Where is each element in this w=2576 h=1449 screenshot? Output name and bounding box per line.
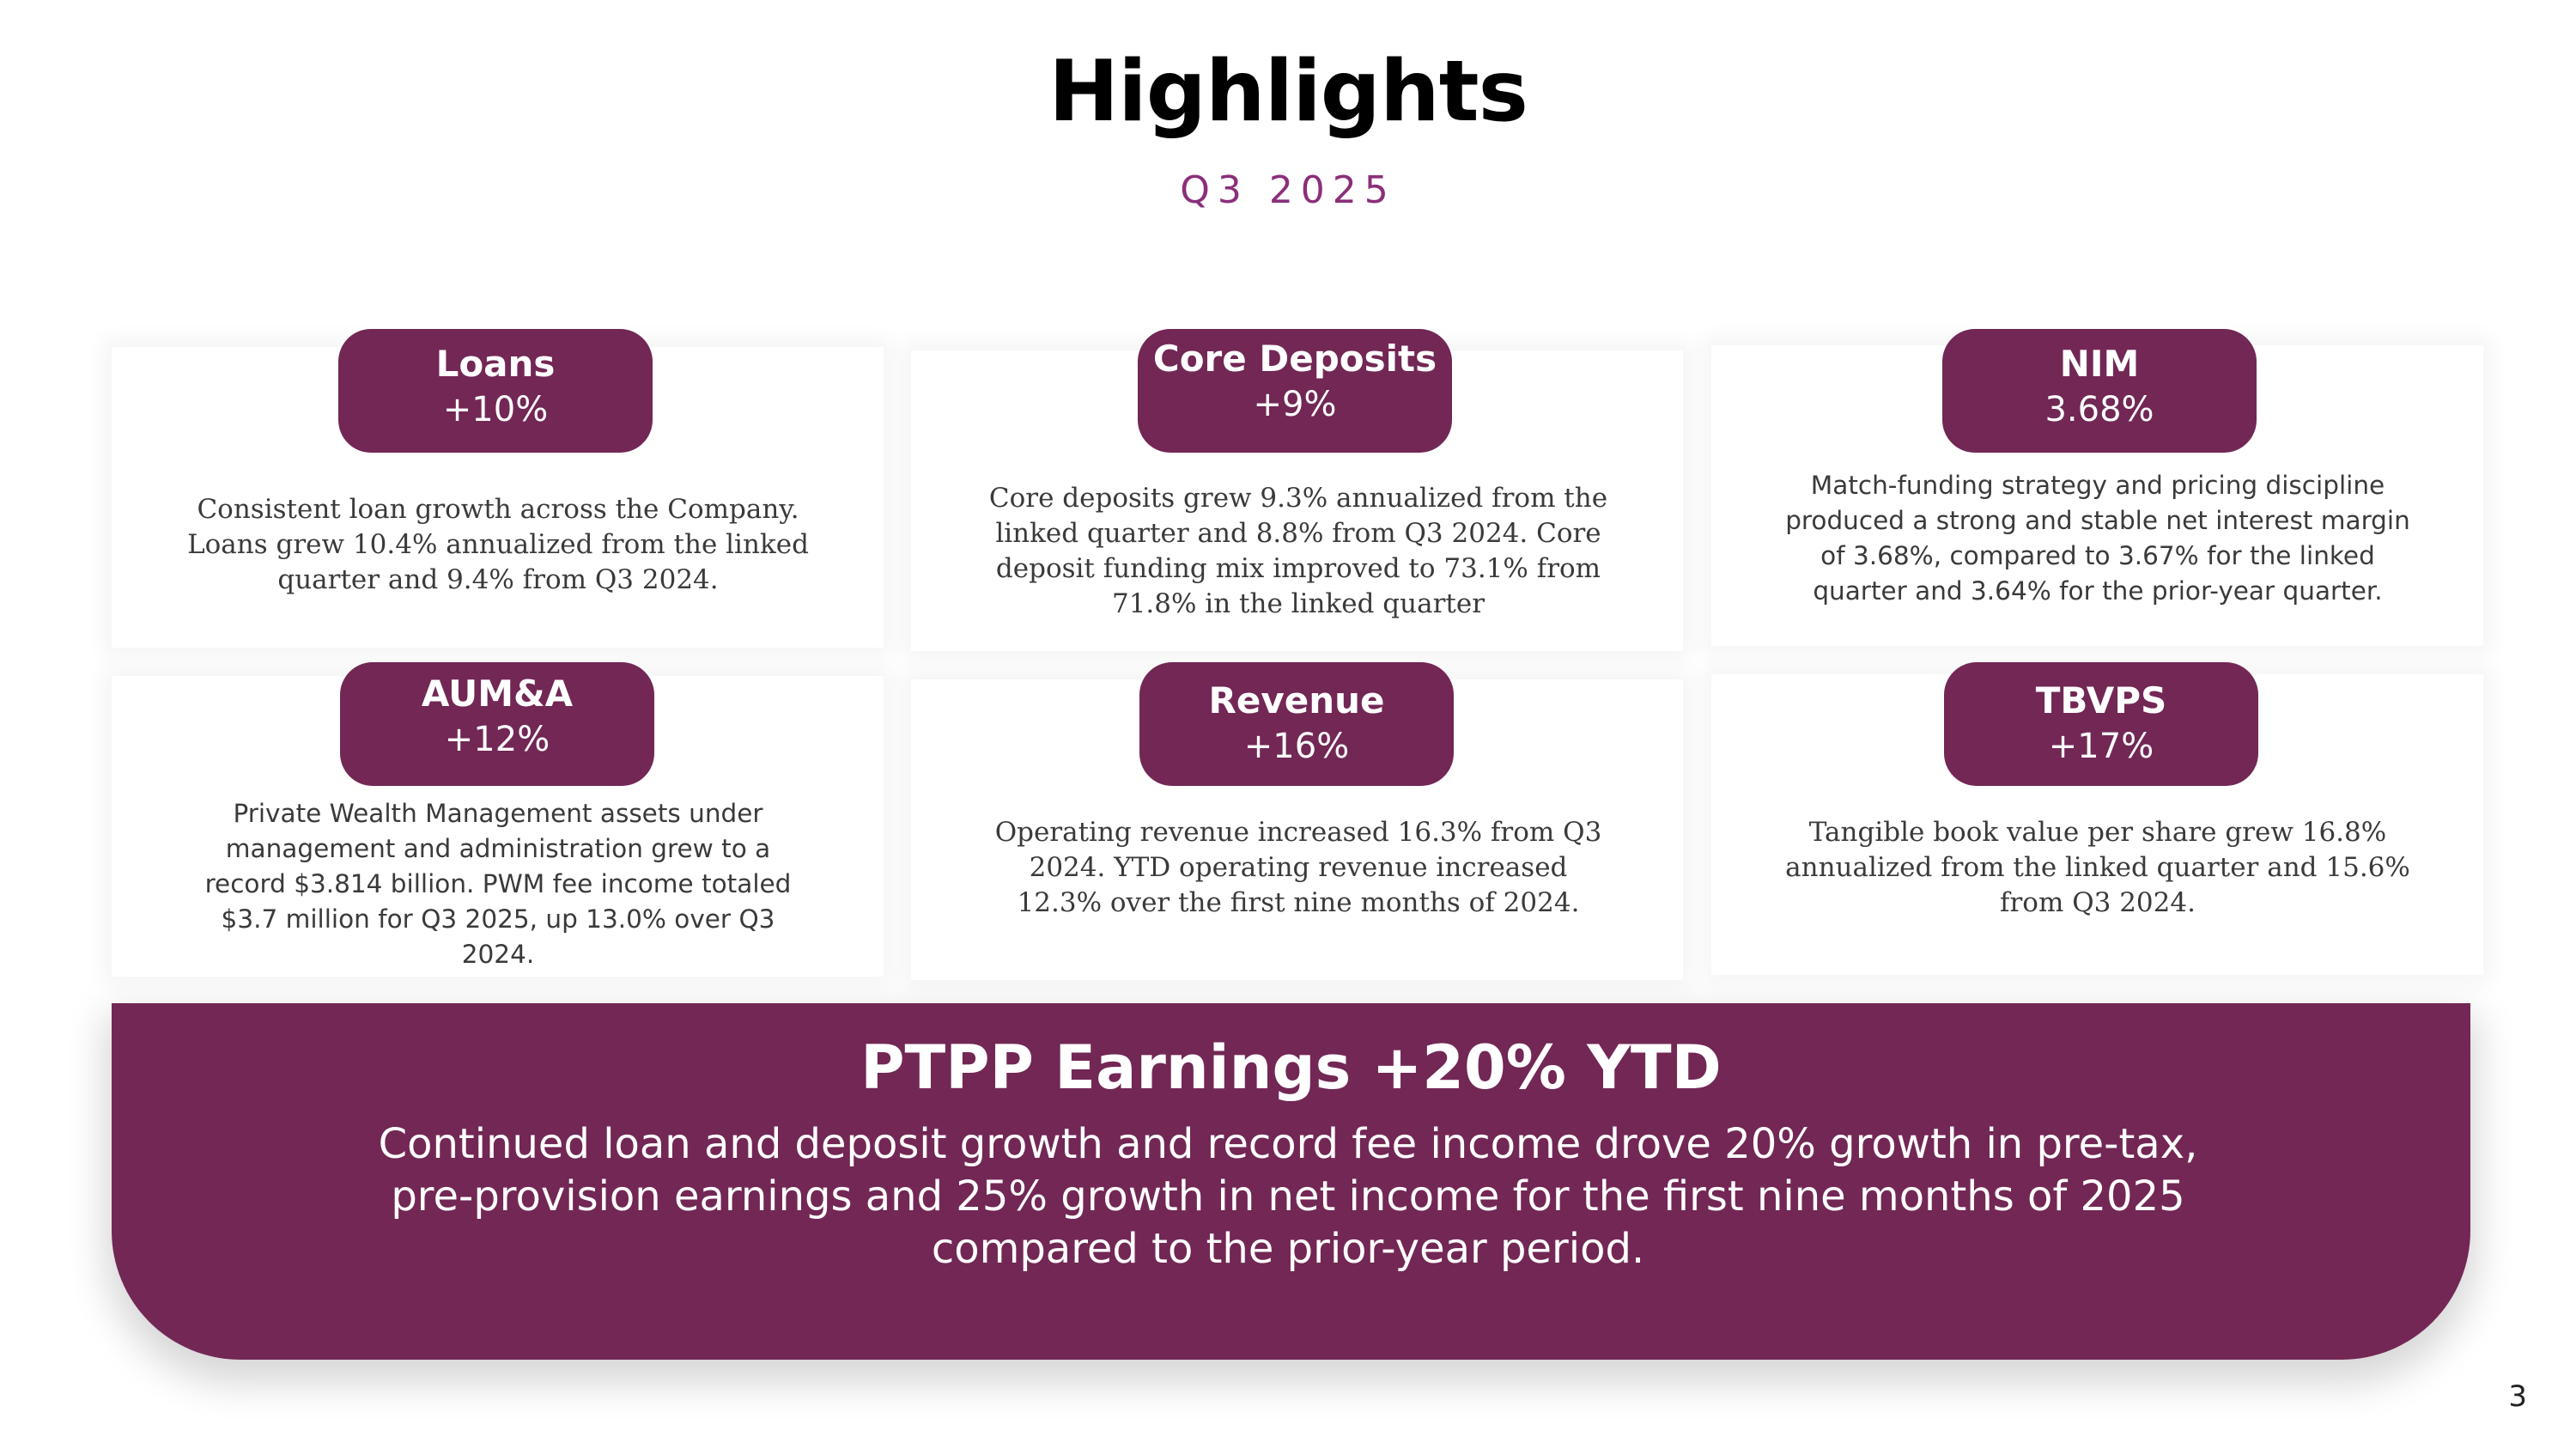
metric-label: NIM [2059,343,2140,385]
metric-value: 3.68% [2044,390,2154,429]
summary-banner: PTPP Earnings +20% YTD Continued loan an… [112,1003,2470,1360]
metric-label: Core Deposits [1152,338,1437,380]
metric-pill-aum: AUM&A +12% [340,662,654,786]
card-description: Core deposits grew 9.3% annualized from … [988,483,1608,619]
card-description: Tangible book value per share grew 16.8%… [1785,817,2410,918]
metric-pill-tbvps: TBVPS +17% [1944,662,2258,786]
metric-label: Revenue [1208,679,1385,721]
metric-label: TBVPS [2035,679,2167,721]
metric-pill-revenue: Revenue +16% [1139,662,1454,786]
metric-value: +16% [1243,727,1350,766]
banner-title: PTPP Earnings +20% YTD [860,1032,1722,1103]
card-description: Private Wealth Management assets under m… [204,799,792,969]
card-description: Operating revenue increased 16.3% from Q… [994,817,1602,918]
metric-pill-nim: NIM 3.68% [1942,329,2257,453]
metric-label: AUM&A [421,673,574,715]
metric-value: +12% [444,720,550,759]
metric-label: Loans [435,343,556,385]
metric-value: +10% [442,390,549,429]
card-description: Consistent loan growth across the Compan… [187,494,809,595]
page-subtitle: Q3 2025 [1180,168,1396,212]
banner-text: Continued loan and deposit growth and re… [378,1120,2198,1273]
page-title: Highlights [1048,43,1528,141]
metric-value: +17% [2048,727,2154,766]
metric-value: +9% [1253,385,1337,424]
metric-pill-loans: Loans +10% [338,329,653,453]
page-number: 3 [2508,1379,2527,1414]
card-description: Match-funding strategy and pricing disci… [1785,471,2410,606]
metric-pill-core-deposits: Core Deposits +9% [1138,329,1452,453]
